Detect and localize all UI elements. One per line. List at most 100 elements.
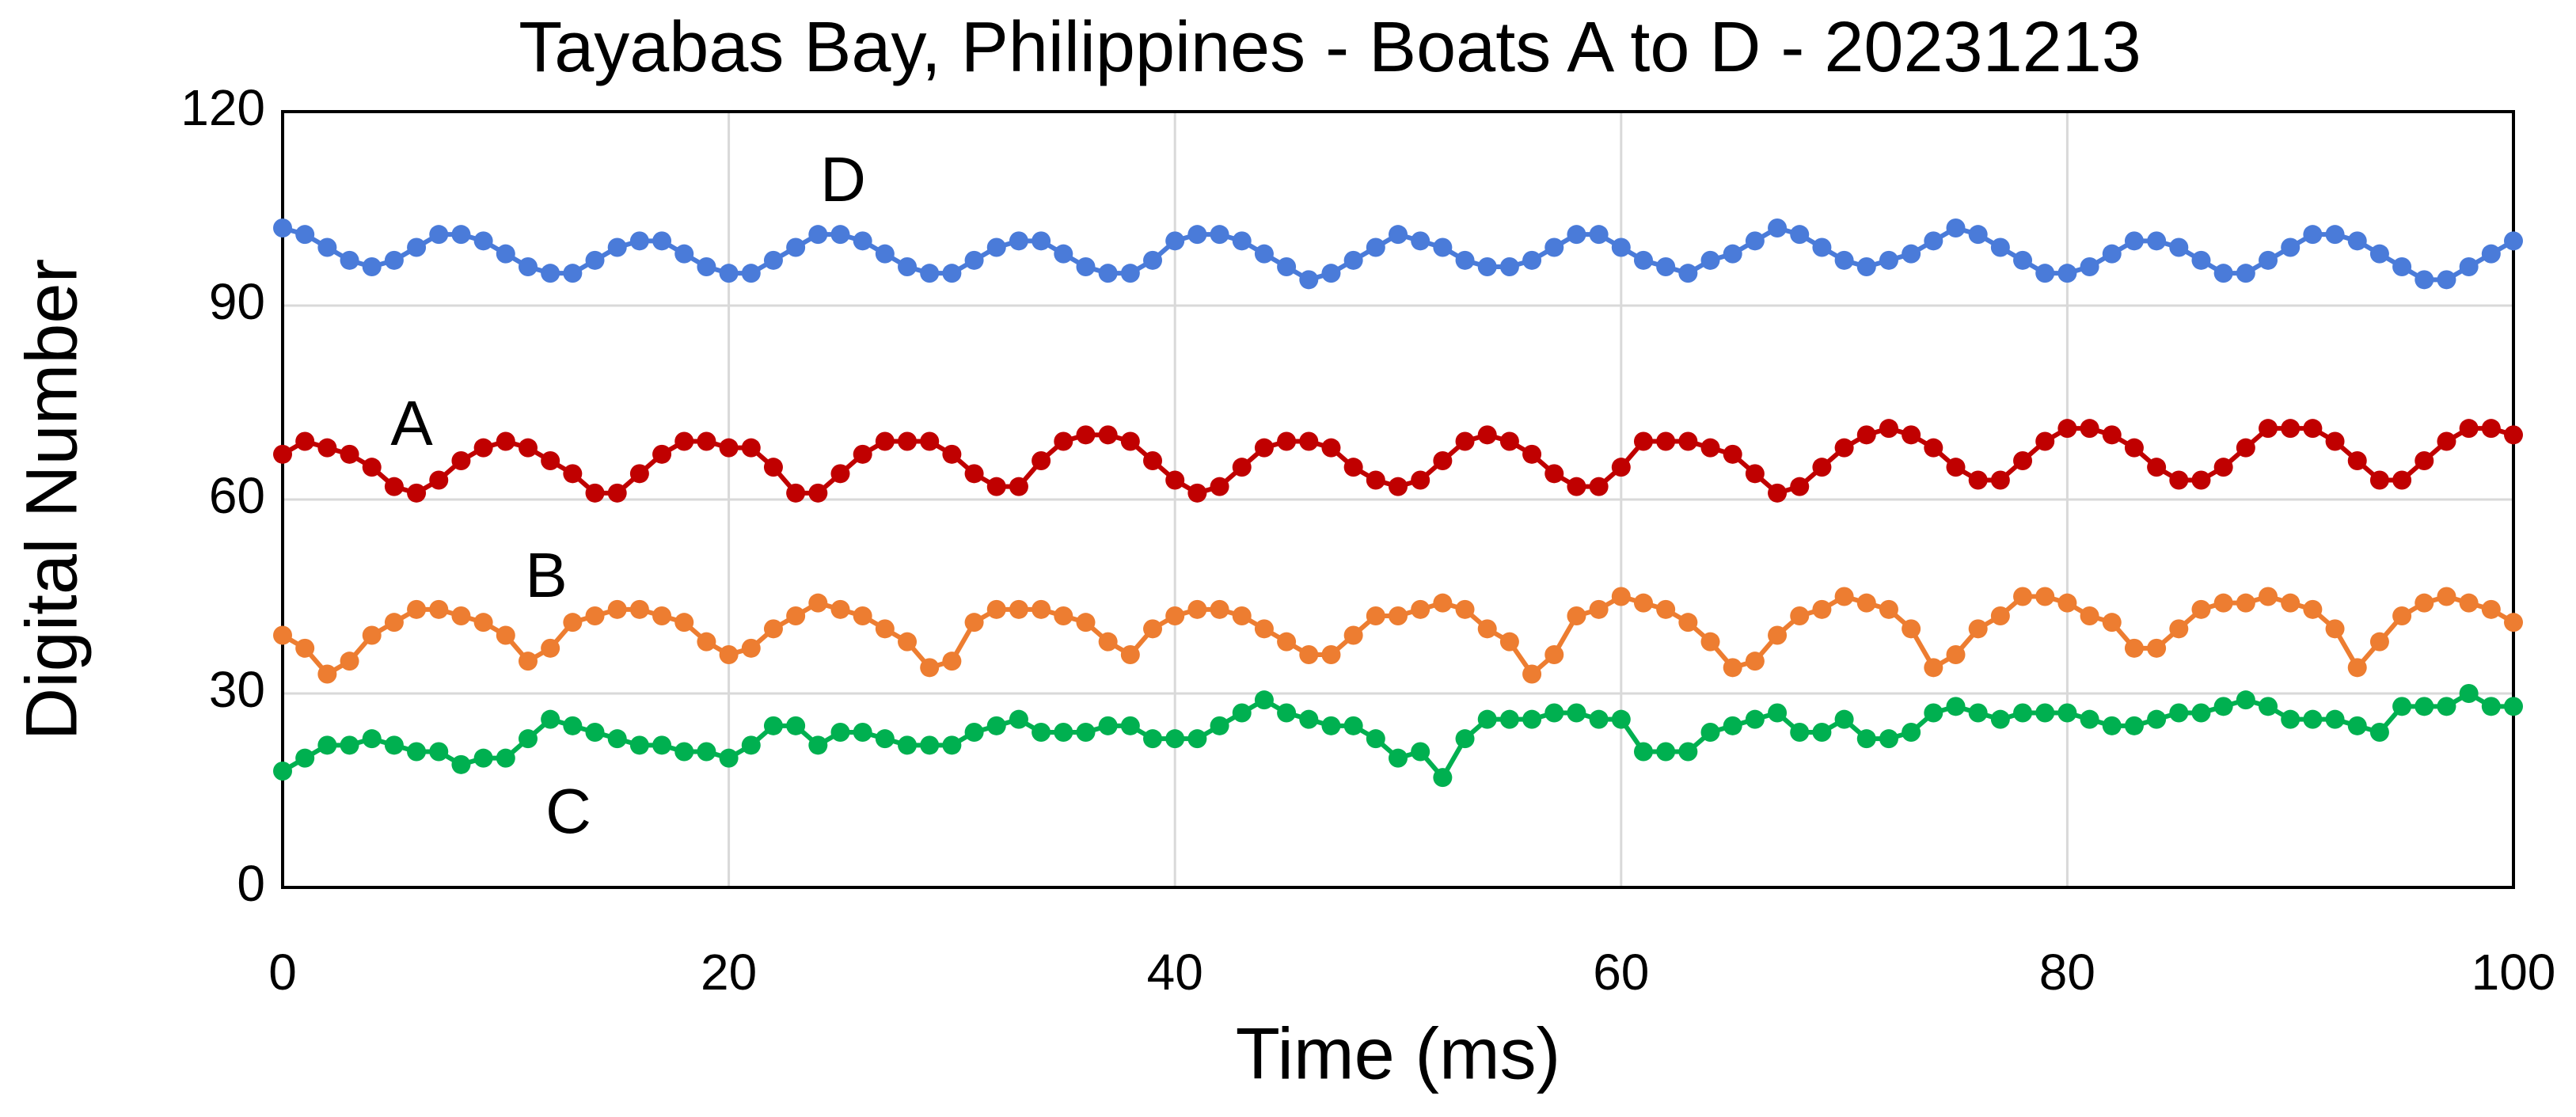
data-point <box>1924 231 1943 251</box>
data-point <box>362 257 382 276</box>
x-tick-label: 0 <box>268 944 297 1001</box>
data-point <box>451 606 471 625</box>
data-point <box>407 483 427 503</box>
data-point <box>1477 619 1497 639</box>
data-point <box>2325 225 2345 245</box>
data-point <box>2236 264 2255 283</box>
data-point <box>607 729 627 749</box>
data-point <box>2213 458 2233 477</box>
data-point <box>1768 218 1788 237</box>
data-point <box>1968 225 1988 245</box>
x-tick-label: 20 <box>701 944 757 1001</box>
data-point <box>295 431 315 451</box>
data-point <box>1054 244 1073 264</box>
data-point <box>1879 250 1898 270</box>
data-point <box>1589 599 1609 619</box>
data-point <box>786 237 806 257</box>
data-point <box>2147 231 2167 251</box>
data-point <box>2303 225 2323 245</box>
data-point <box>1700 250 1720 270</box>
data-point <box>473 231 493 251</box>
data-point <box>1522 250 1542 270</box>
data-point <box>1924 703 1943 723</box>
data-point <box>875 431 895 451</box>
data-point <box>830 464 850 484</box>
data-point <box>2191 599 2211 619</box>
data-point <box>2504 697 2523 716</box>
data-point <box>652 606 672 625</box>
data-point <box>898 257 918 276</box>
data-point <box>2080 257 2099 276</box>
data-point <box>629 231 649 251</box>
data-point <box>1455 729 1475 749</box>
data-point <box>2281 419 2301 439</box>
data-point <box>2392 606 2412 625</box>
data-point <box>763 458 783 477</box>
data-point <box>1879 599 1898 619</box>
data-point <box>1656 742 1676 762</box>
data-point <box>2035 431 2055 451</box>
data-point <box>1120 645 1140 664</box>
data-point <box>2236 593 2255 613</box>
data-point <box>1455 599 1475 619</box>
data-point <box>2035 587 2055 606</box>
data-point <box>719 264 739 283</box>
data-point <box>1032 451 1051 470</box>
data-point <box>1165 470 1185 490</box>
data-point <box>741 638 761 658</box>
data-point <box>2169 619 2189 639</box>
data-point <box>451 451 471 470</box>
data-point <box>986 599 1006 619</box>
data-point <box>920 658 940 678</box>
data-point <box>2347 231 2367 251</box>
data-point <box>629 464 649 484</box>
data-point <box>763 250 783 270</box>
data-point <box>1477 257 1497 276</box>
data-point <box>1768 703 1788 723</box>
data-point <box>853 606 872 625</box>
data-point <box>1120 716 1140 735</box>
chart-title: Tayabas Bay, Philippines - Boats A to D … <box>519 8 2141 87</box>
data-point <box>451 225 471 245</box>
data-point <box>2459 257 2479 276</box>
data-point <box>2303 709 2323 729</box>
data-point <box>1009 231 1028 251</box>
data-point <box>1455 431 1475 451</box>
data-point <box>1790 225 1810 245</box>
data-point <box>585 723 605 742</box>
data-point <box>2325 709 2345 729</box>
data-point <box>2124 716 2144 735</box>
data-point <box>1633 742 1653 762</box>
data-point <box>429 599 449 619</box>
data-point <box>1633 593 1653 613</box>
data-point <box>1678 613 1698 633</box>
data-point <box>1343 625 1363 645</box>
data-point <box>1366 470 1385 490</box>
data-point <box>964 723 984 742</box>
data-point <box>340 444 359 464</box>
data-point <box>384 477 404 496</box>
data-point <box>1812 458 1832 477</box>
data-point <box>786 606 806 625</box>
data-point <box>2369 244 2389 264</box>
data-point <box>473 438 493 458</box>
data-point <box>2347 716 2367 735</box>
data-point <box>1389 477 1408 496</box>
data-point <box>317 664 337 684</box>
data-point <box>429 225 449 245</box>
data-point <box>2259 250 2278 270</box>
data-point <box>1143 250 1163 270</box>
data-point <box>1567 606 1586 625</box>
data-point <box>1611 237 1631 257</box>
data-point <box>1700 723 1720 742</box>
data-point <box>2459 593 2479 613</box>
data-point <box>2013 587 2033 606</box>
data-point <box>295 225 315 245</box>
data-point <box>1499 257 1519 276</box>
data-point <box>2415 697 2434 716</box>
data-point <box>518 438 538 458</box>
data-point <box>942 652 962 671</box>
data-point <box>1433 593 1453 613</box>
data-point <box>2504 425 2523 445</box>
data-point <box>340 735 359 755</box>
